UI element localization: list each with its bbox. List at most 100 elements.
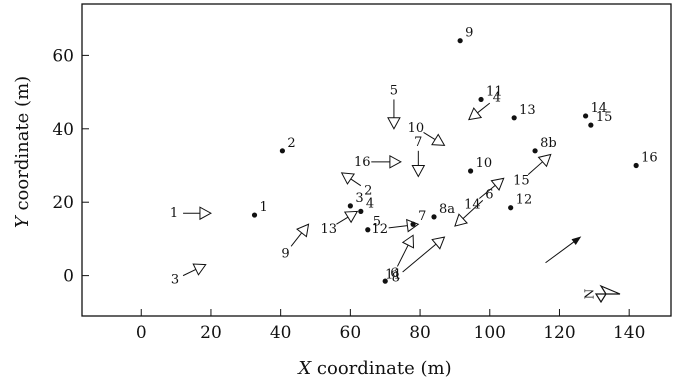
- data-point-10: [468, 168, 474, 174]
- point-label-2: 2: [287, 136, 295, 151]
- arrow-label-5: 5: [390, 83, 398, 98]
- displacement-arrow-10: 10: [408, 121, 446, 146]
- arrow-shaft: [477, 102, 491, 114]
- arrow-shaft: [527, 161, 543, 176]
- displacement-arrow-5: 5: [387, 83, 401, 130]
- arrow-label-7: 7: [414, 135, 422, 150]
- x-tick-label: 60: [340, 323, 362, 343]
- arrow-head: [340, 172, 356, 185]
- arrow-label-2: 2: [364, 184, 372, 199]
- data-point-8a: [431, 214, 437, 220]
- data-point-8b: [532, 148, 538, 154]
- point-label-5: 5: [373, 215, 381, 230]
- arrow-head: [431, 133, 446, 146]
- arrow-shaft: [462, 200, 484, 219]
- arrow-shaft: [423, 132, 436, 140]
- arrow-head: [468, 107, 483, 121]
- x-tick-label: 120: [543, 323, 575, 343]
- arrow-label-6: 6: [485, 187, 493, 202]
- point-label-8a: 8a: [439, 202, 455, 217]
- arrow-label-10: 10: [408, 121, 425, 136]
- north-arrow-icon: [594, 284, 621, 304]
- data-point-7: [410, 221, 416, 227]
- point-label-8b: 8b: [540, 136, 557, 151]
- point-label-9: 9: [465, 26, 473, 41]
- displacement-arrow-15: 15: [513, 153, 552, 189]
- displacement-arrow-8: 8: [392, 236, 446, 286]
- x-tick-label: 40: [270, 323, 292, 343]
- arrow-shaft: [402, 243, 437, 273]
- data-point-9: [457, 38, 463, 44]
- arrow-head: [454, 213, 469, 227]
- arrow-head: [401, 234, 415, 249]
- point-label-1: 1: [260, 200, 268, 215]
- arrow-label-3: 3: [171, 273, 179, 288]
- arrow-head: [387, 117, 401, 130]
- arrow-head: [199, 206, 212, 221]
- displacement-arrow-16: 16: [354, 154, 402, 170]
- arrow-label-15: 15: [513, 174, 530, 189]
- arrow-head: [411, 165, 426, 178]
- plot-border: [81, 3, 672, 317]
- x-tick-label: 100: [474, 323, 506, 343]
- data-point-11: [478, 96, 484, 103]
- arrow-shaft: [396, 244, 409, 267]
- data-point-2: [279, 148, 285, 154]
- displacement-arrow-7: 7: [411, 135, 426, 178]
- data-point-4: [358, 208, 364, 214]
- arrow-label-1: 1: [170, 206, 178, 221]
- arrow-head: [192, 263, 207, 276]
- point-label-6: 6: [390, 266, 398, 281]
- displacement-arrow-6: 6: [454, 187, 494, 227]
- arrow-shaft: [388, 225, 408, 229]
- point-label-16: 16: [641, 151, 658, 166]
- arrow-head: [490, 177, 505, 191]
- point-label-7: 7: [418, 209, 426, 224]
- x-tick-label: 0: [136, 323, 147, 343]
- y-tick-label: 40: [52, 120, 74, 140]
- displacement-arrow-2: 2: [340, 172, 372, 199]
- arrow-head: [389, 154, 402, 169]
- displacement-arrow-13: 13: [320, 210, 359, 237]
- arrow-label-13: 13: [320, 222, 337, 237]
- x-axis-ticks: 0 20 40 60 80 100 120 140: [136, 309, 645, 343]
- point-label-10: 10: [476, 156, 493, 171]
- displacement-arrow-3: 3: [171, 263, 207, 288]
- x-tick-label: 80: [409, 323, 431, 343]
- point-label-12: 12: [516, 193, 533, 208]
- x-axis-title: X coordinate (m): [296, 358, 451, 379]
- y-tick-label: 0: [63, 267, 74, 287]
- point-label-4: 4: [366, 196, 374, 211]
- arrow-head: [296, 223, 310, 238]
- data-point-16: [633, 162, 639, 169]
- data-point-14: [583, 113, 589, 119]
- arrow-label-4: 4: [493, 91, 501, 106]
- x-tick-label: 140: [613, 323, 645, 343]
- point-label-11: 11: [486, 84, 503, 99]
- arrow-head: [343, 210, 359, 224]
- north-indicator: N: [583, 284, 621, 304]
- reference-arrow-head: [571, 236, 582, 245]
- arrow-head: [537, 153, 552, 168]
- point-label-15: 15: [596, 110, 613, 125]
- arrow-shaft: [478, 184, 496, 199]
- displacement-arrow-11: 11: [385, 234, 415, 282]
- arrow-shaft: [350, 178, 362, 187]
- data-point-15: [588, 122, 594, 128]
- y-axis-ticks: 0 20 40 60: [52, 46, 89, 287]
- arrow-label-16: 16: [354, 155, 371, 170]
- x-tick-label: 20: [200, 323, 222, 343]
- displacement-arrow-14: 14: [464, 177, 505, 212]
- data-point-1: [251, 212, 258, 218]
- point-label-3: 3: [355, 191, 363, 206]
- point-label-14: 14: [591, 101, 608, 116]
- data-point-3: [347, 203, 353, 209]
- reference-arrow-shaft: [545, 241, 575, 264]
- data-point-5: [365, 227, 371, 233]
- arrow-shaft: [290, 232, 303, 247]
- y-tick-label: 60: [52, 46, 74, 66]
- displacement-arrow-1: 1: [170, 206, 212, 221]
